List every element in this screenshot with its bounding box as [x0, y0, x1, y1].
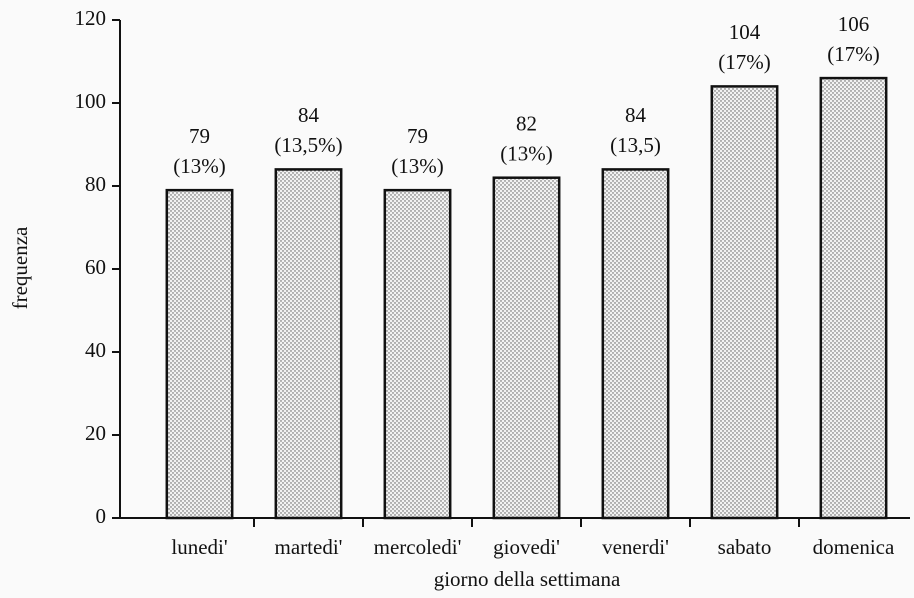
y-tick-label: 0: [96, 504, 107, 528]
bar: [710, 85, 779, 520]
x-tick-label: domenica: [813, 535, 895, 559]
x-axis-label: giorno della settimana: [434, 567, 621, 591]
x-tick-label: martedi': [275, 535, 343, 559]
percent-label: (13%): [391, 154, 443, 178]
bar: [165, 188, 234, 520]
bar: [383, 188, 452, 520]
y-tick-label: 20: [85, 421, 106, 445]
percent-label: (17%): [827, 42, 879, 66]
value-label: 106: [838, 12, 870, 36]
y-tick-label: 60: [85, 255, 106, 279]
x-tick-label: lunedi': [171, 535, 227, 559]
y-tick-label: 100: [75, 89, 107, 113]
y-tick-label: 120: [75, 6, 107, 30]
percent-label: (13,5%): [274, 133, 342, 157]
percent-label: (17%): [718, 50, 770, 74]
value-label: 84: [298, 103, 320, 127]
percent-label: (13%): [500, 142, 552, 166]
y-tick-label: 80: [85, 172, 106, 196]
value-label: 104: [729, 20, 761, 44]
value-label: 82: [516, 112, 537, 136]
percent-label: (13,5): [610, 133, 661, 157]
x-tick-label: giovedi': [493, 535, 560, 559]
bar: [492, 176, 561, 520]
x-tick-label: sabato: [718, 535, 772, 559]
y-axis-label: frequenza: [8, 226, 32, 309]
x-tick-label: venerdi': [602, 535, 669, 559]
bar: [819, 76, 888, 520]
percent-label: (13%): [173, 154, 225, 178]
x-tick-label: mercoledi': [374, 535, 462, 559]
bar: [274, 168, 343, 520]
bar: [601, 168, 670, 520]
value-label: 79: [407, 124, 428, 148]
value-label: 79: [189, 124, 210, 148]
y-tick-label: 40: [85, 338, 106, 362]
value-label: 84: [625, 103, 647, 127]
